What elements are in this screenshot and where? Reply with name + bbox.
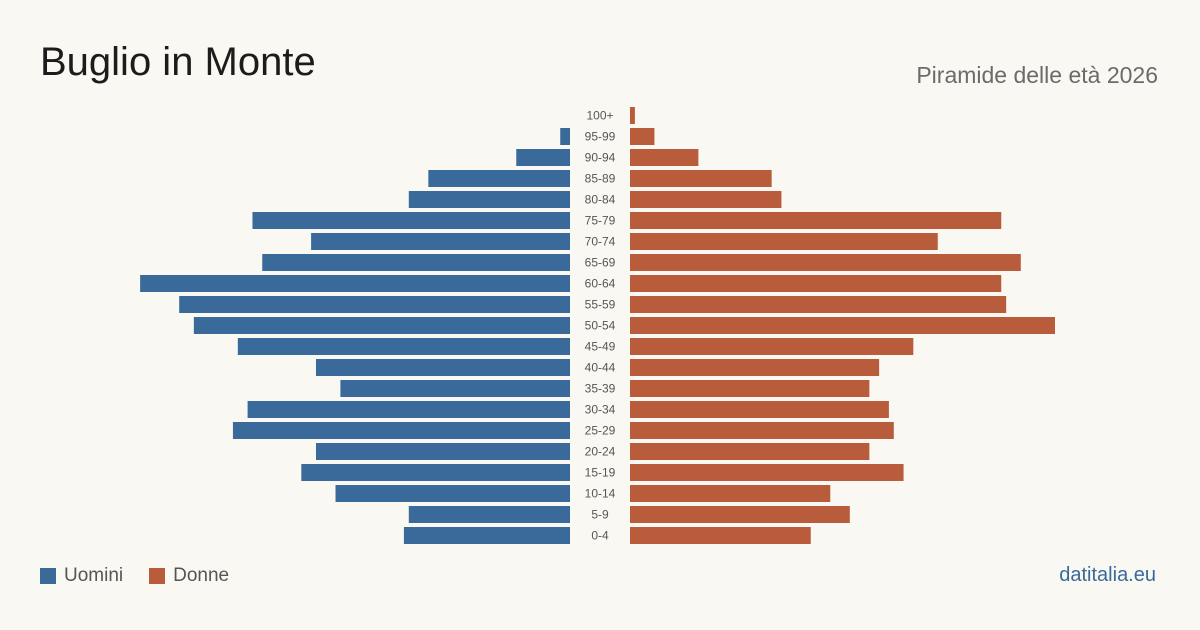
age-label: 15-19: [585, 466, 616, 480]
bar-men-75-79: [252, 212, 570, 229]
age-label: 55-59: [585, 298, 616, 312]
chart-subtitle: Piramide delle età 2026: [916, 62, 1158, 88]
bar-women-25-29: [630, 422, 894, 439]
bar-women-5-9: [630, 506, 850, 523]
bar-men-40-44: [315, 359, 570, 376]
age-label: 40-44: [585, 361, 616, 375]
legend-label-men: Uomini: [64, 565, 124, 586]
bar-women-0-4: [630, 527, 811, 544]
bar-men-85-89: [428, 170, 570, 187]
bar-men-5-9: [408, 506, 570, 523]
age-label: 90-94: [585, 151, 616, 165]
age-label: 85-89: [585, 172, 616, 186]
bar-women-55-59: [630, 296, 1007, 313]
age-label: 5-9: [591, 508, 609, 522]
bar-men-15-19: [301, 464, 570, 481]
bar-men-45-49: [237, 338, 570, 355]
age-label: 70-74: [585, 235, 616, 249]
bar-women-65-69: [630, 254, 1021, 271]
age-label: 30-34: [585, 403, 616, 417]
bar-women-75-79: [630, 212, 1002, 229]
bar-men-65-69: [262, 254, 570, 271]
age-label: 80-84: [585, 193, 616, 207]
age-label: 75-79: [585, 214, 616, 228]
bar-men-55-59: [179, 296, 570, 313]
bar-men-95-99: [560, 128, 570, 145]
age-label: 95-99: [585, 130, 616, 144]
bar-women-10-14: [630, 485, 831, 502]
bar-women-50-54: [630, 317, 1055, 334]
bar-women-95-99: [630, 128, 655, 145]
age-label: 45-49: [585, 340, 616, 354]
legend-item-men: Uomini: [40, 565, 123, 587]
bar-women-45-49: [630, 338, 914, 355]
legend-label-women: Donne: [173, 565, 230, 586]
bar-men-70-74: [311, 233, 570, 250]
age-label: 50-54: [585, 319, 616, 333]
legend-item-women: Donne: [149, 565, 229, 587]
bar-women-85-89: [630, 170, 772, 187]
bar-men-80-84: [408, 191, 570, 208]
bar-men-20-24: [315, 443, 570, 460]
age-label: 35-39: [585, 382, 616, 396]
bar-women-60-64: [630, 275, 1002, 292]
age-label: 65-69: [585, 256, 616, 270]
page-title: Buglio in Monte: [40, 40, 316, 84]
bar-women-100+: [630, 107, 635, 124]
legend-swatch-women: [149, 568, 166, 584]
bar-men-60-64: [140, 275, 570, 292]
bar-men-90-94: [516, 149, 570, 166]
bar-women-40-44: [630, 359, 880, 376]
bar-women-80-84: [630, 191, 782, 208]
legend: Uomini Donne: [40, 565, 229, 587]
age-label: 20-24: [585, 445, 616, 459]
bar-women-35-39: [630, 380, 870, 397]
age-label: 100+: [586, 109, 613, 123]
age-label: 0-4: [591, 529, 609, 543]
age-label: 10-14: [585, 487, 616, 501]
age-label: 25-29: [585, 424, 616, 438]
site-link[interactable]: datitalia.eu: [1059, 564, 1156, 586]
legend-swatch-men: [40, 568, 56, 584]
bar-men-25-29: [232, 422, 570, 439]
age-label: 60-64: [585, 277, 616, 291]
bar-women-20-24: [630, 443, 870, 460]
bar-men-30-34: [247, 401, 570, 418]
bar-men-10-14: [335, 485, 570, 502]
bar-women-30-34: [630, 401, 889, 418]
bar-men-0-4: [403, 527, 570, 544]
bar-men-50-54: [193, 317, 571, 334]
bar-women-90-94: [630, 149, 699, 166]
bar-women-15-19: [630, 464, 904, 481]
bar-men-35-39: [340, 380, 570, 397]
bar-women-70-74: [630, 233, 938, 250]
